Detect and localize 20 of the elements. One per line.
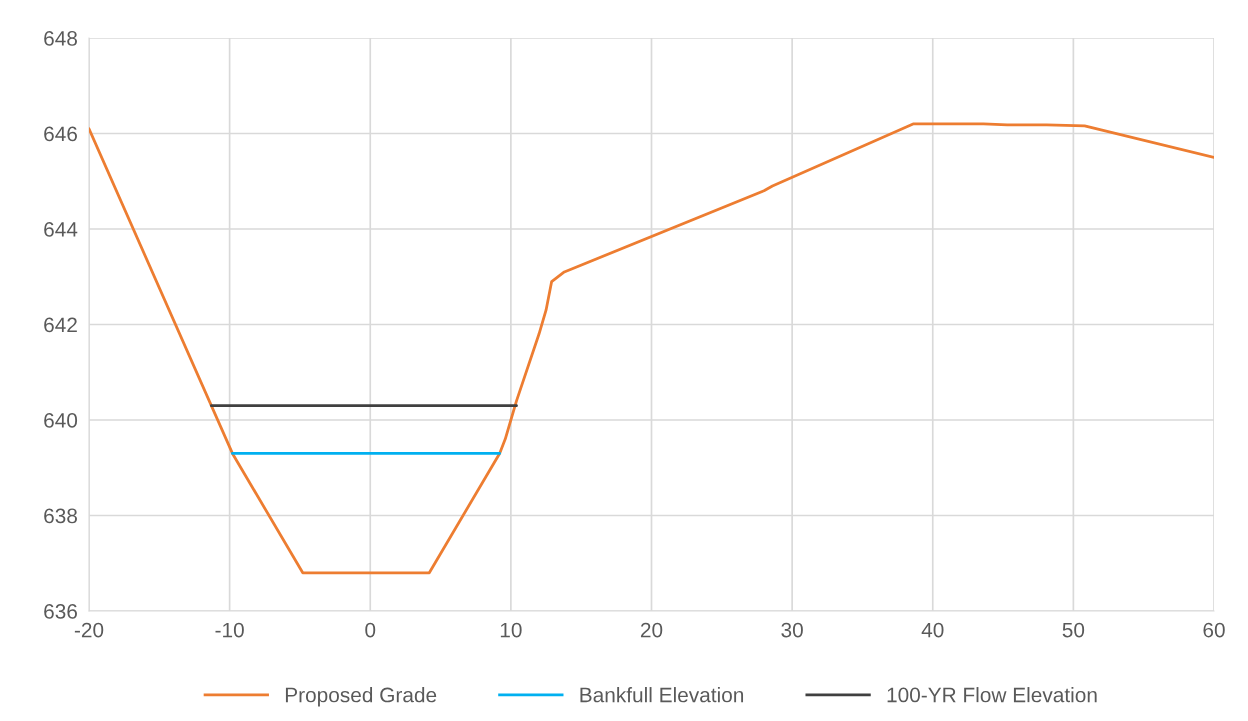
legend-label: Bankfull Elevation (580, 687, 744, 703)
x-tick-label: -20 (74, 622, 104, 638)
y-tick-label: 646 (44, 126, 77, 142)
legend-label: Proposed Grade (285, 687, 437, 707)
x-tick-label: 20 (640, 622, 663, 638)
x-tick-label: 40 (921, 622, 944, 638)
y-tick-label: 638 (44, 508, 77, 524)
y-tick-label: 642 (44, 317, 77, 333)
x-tick-label: -10 (215, 622, 244, 638)
x-tick-label: 30 (781, 622, 803, 638)
y-tick-label: 644 (44, 222, 78, 237)
legend-label: 100-YR Flow Elevation (887, 687, 1097, 703)
y-tick-label: 636 (44, 604, 77, 619)
line-series (89, 122, 1214, 575)
x-tick-label: 60 (1203, 622, 1225, 638)
x-tick-label: 0 (365, 622, 376, 638)
y-tick-label: 648 (44, 31, 77, 46)
x-tick-label: 10 (500, 622, 522, 638)
x-tick-label: 50 (1062, 622, 1085, 638)
y-tick-label: 640 (44, 413, 78, 428)
